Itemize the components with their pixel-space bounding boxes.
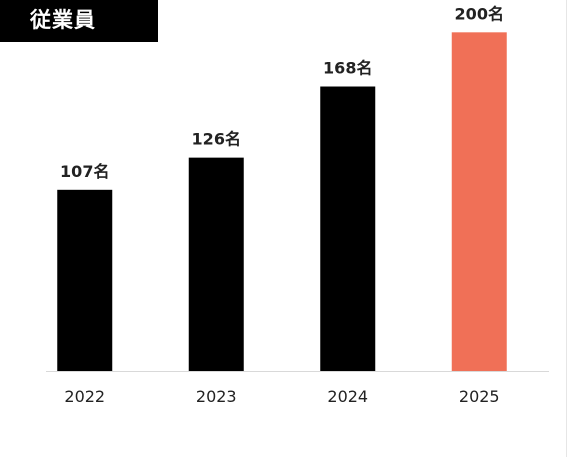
data-label-2024: 168名	[323, 59, 372, 78]
data-label-2022: 107名	[60, 162, 109, 181]
chart-title-box: 従業員	[0, 0, 158, 42]
data-label-2025: 200名	[455, 4, 504, 23]
x-tick-label-2022: 2022	[64, 387, 105, 406]
chart-title: 従業員	[30, 8, 96, 32]
bar-2023	[188, 157, 244, 371]
bar-2025	[451, 32, 507, 372]
bar-2024	[320, 86, 376, 372]
x-tick-label-2025: 2025	[459, 387, 500, 406]
x-tick-label-2023: 2023	[196, 387, 237, 406]
x-tick-label-2024: 2024	[327, 387, 368, 406]
bar-2022	[57, 189, 113, 371]
data-label-2023: 126名	[192, 130, 241, 149]
